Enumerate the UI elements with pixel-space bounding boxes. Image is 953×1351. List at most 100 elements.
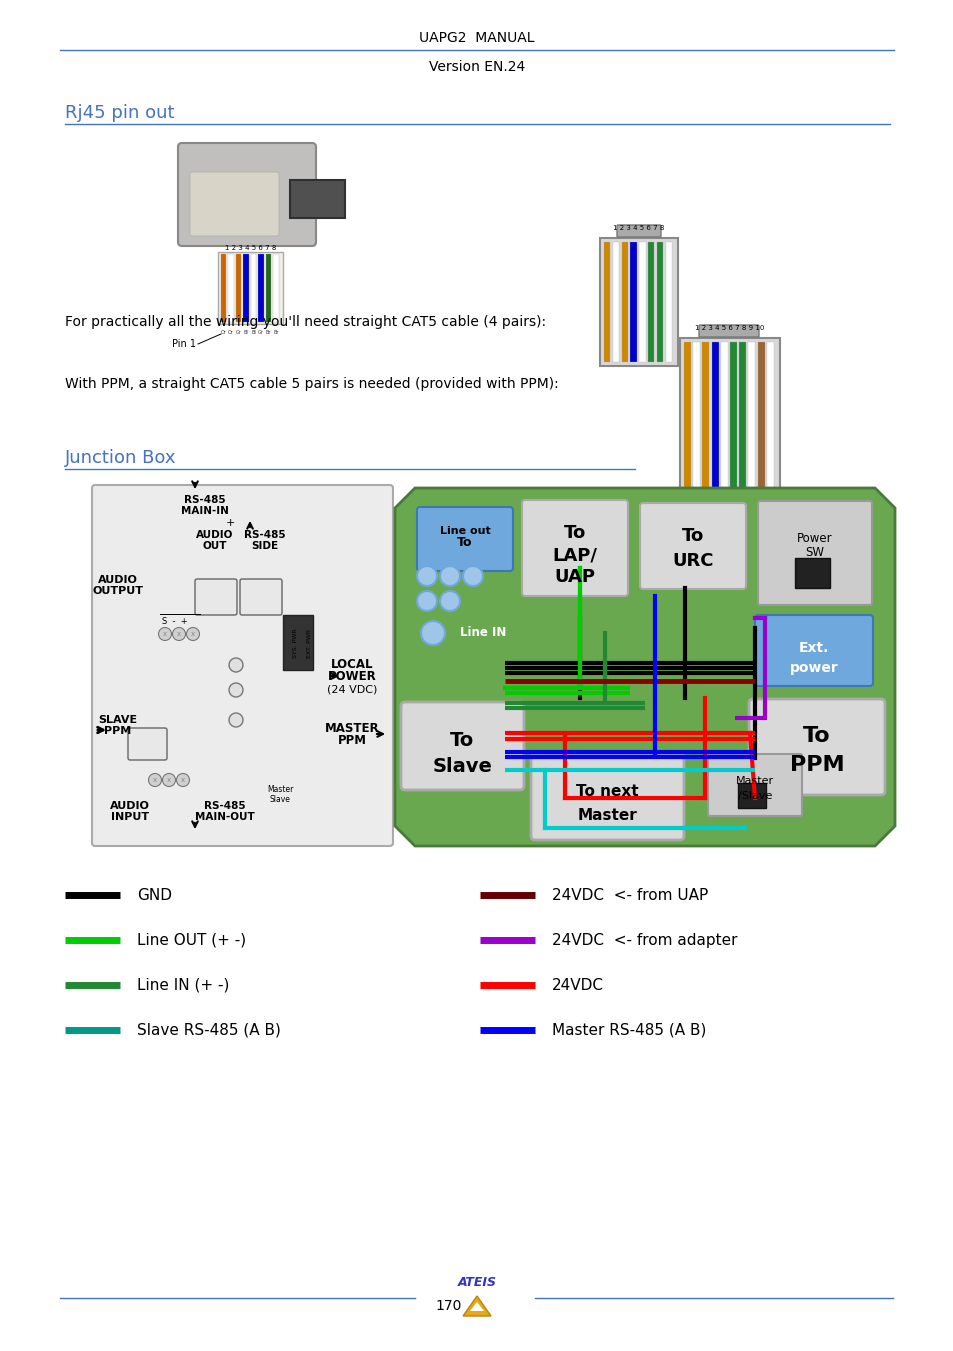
Text: UAP: UAP: [554, 567, 595, 586]
Text: MAIN-IN: MAIN-IN: [181, 507, 229, 516]
FancyBboxPatch shape: [194, 580, 236, 615]
Text: x: x: [176, 631, 181, 638]
Text: OUTPUT: OUTPUT: [92, 586, 143, 596]
Text: Version EN.24: Version EN.24: [429, 59, 524, 74]
Bar: [283, 615, 313, 670]
Text: SW: SW: [804, 547, 823, 559]
Bar: [757, 342, 763, 489]
Text: To: To: [456, 536, 473, 550]
FancyBboxPatch shape: [617, 226, 660, 236]
FancyBboxPatch shape: [521, 500, 627, 596]
Text: Master: Master: [267, 785, 293, 794]
FancyBboxPatch shape: [91, 485, 393, 846]
Text: Ext.: Ext.: [798, 640, 828, 655]
Text: UAPG2  MANUAL: UAPG2 MANUAL: [418, 31, 535, 45]
Bar: [235, 254, 241, 322]
Text: 1 2 3 4 5 6 7 8 9 10: 1 2 3 4 5 6 7 8 9 10: [695, 326, 764, 331]
Text: LOCAL: LOCAL: [331, 658, 373, 671]
Text: x: x: [191, 631, 194, 638]
Circle shape: [186, 627, 199, 640]
Bar: [630, 242, 637, 362]
Text: Junction Box: Junction Box: [65, 449, 176, 467]
Text: SIDE: SIDE: [252, 540, 278, 551]
Polygon shape: [470, 1302, 483, 1310]
Text: To: To: [450, 731, 475, 751]
Text: Power: Power: [797, 531, 832, 544]
Circle shape: [149, 774, 161, 786]
Polygon shape: [395, 488, 894, 846]
Text: With PPM, a straight CAT5 cable 5 pairs is needed (provided with PPM):: With PPM, a straight CAT5 cable 5 pairs …: [65, 377, 558, 390]
Text: Line IN: Line IN: [459, 627, 506, 639]
FancyBboxPatch shape: [758, 501, 871, 605]
Text: RS-485: RS-485: [184, 494, 226, 505]
Text: x: x: [181, 777, 185, 784]
Text: 1 2 3 4 5 6 7 8: 1 2 3 4 5 6 7 8: [613, 226, 664, 231]
Text: S  -  +: S - +: [162, 616, 188, 626]
Bar: [739, 342, 745, 489]
FancyBboxPatch shape: [240, 580, 282, 615]
Bar: [243, 254, 249, 322]
Text: Br: Br: [273, 330, 278, 335]
Text: (24 VDC): (24 VDC): [327, 684, 376, 694]
Text: Slave: Slave: [432, 757, 492, 775]
FancyBboxPatch shape: [128, 728, 167, 761]
Text: Line out: Line out: [439, 526, 490, 536]
Text: Gr: Gr: [258, 330, 264, 335]
Text: Or: Or: [228, 330, 233, 335]
Text: Master: Master: [577, 808, 637, 823]
Polygon shape: [462, 1296, 491, 1316]
Text: Slave: Slave: [270, 796, 290, 804]
Bar: [603, 242, 610, 362]
Text: 24VDC  <- from UAP: 24VDC <- from UAP: [552, 888, 707, 902]
Circle shape: [229, 684, 243, 697]
Circle shape: [420, 621, 444, 644]
Text: Bl: Bl: [243, 330, 248, 335]
Text: Line OUT (+ -): Line OUT (+ -): [137, 932, 246, 947]
Bar: [693, 342, 700, 489]
Bar: [229, 254, 233, 322]
Text: GND: GND: [137, 888, 172, 902]
Text: EXT. PWR: EXT. PWR: [307, 628, 313, 658]
Bar: [766, 342, 773, 489]
Text: AUDIO: AUDIO: [98, 576, 138, 585]
Circle shape: [176, 774, 190, 786]
Text: +: +: [225, 517, 234, 528]
Text: To: To: [563, 524, 585, 542]
Text: To: To: [681, 527, 703, 544]
Text: AUDIO: AUDIO: [110, 801, 150, 811]
Bar: [729, 342, 737, 489]
FancyBboxPatch shape: [639, 503, 745, 589]
Text: AUDIO: AUDIO: [196, 530, 233, 540]
FancyBboxPatch shape: [754, 615, 872, 686]
Text: Line IN (+ -): Line IN (+ -): [137, 978, 229, 993]
Bar: [612, 242, 618, 362]
Circle shape: [439, 566, 459, 586]
Bar: [621, 242, 627, 362]
Bar: [290, 180, 345, 218]
Text: x: x: [152, 777, 157, 784]
Circle shape: [158, 627, 172, 640]
Text: POWER: POWER: [327, 670, 376, 684]
Bar: [266, 254, 272, 322]
Bar: [683, 342, 690, 489]
Bar: [701, 342, 709, 489]
FancyBboxPatch shape: [416, 507, 513, 571]
Text: Rj45 pin out: Rj45 pin out: [65, 104, 174, 122]
Text: /Slave: /Slave: [737, 790, 771, 801]
Text: Slave RS-485 (A B): Slave RS-485 (A B): [137, 1023, 280, 1038]
Text: OUT: OUT: [203, 540, 227, 551]
Circle shape: [416, 590, 436, 611]
Circle shape: [229, 658, 243, 671]
Text: LAP/: LAP/: [552, 547, 597, 565]
Text: PPM: PPM: [337, 734, 366, 747]
Text: Br: Br: [266, 330, 271, 335]
Circle shape: [416, 566, 436, 586]
Bar: [221, 254, 226, 322]
Bar: [720, 342, 727, 489]
Text: PPM: PPM: [789, 755, 843, 775]
Bar: [665, 242, 672, 362]
FancyBboxPatch shape: [190, 172, 278, 236]
Text: INPUT: INPUT: [111, 812, 149, 821]
Bar: [679, 338, 780, 493]
Bar: [251, 254, 256, 322]
